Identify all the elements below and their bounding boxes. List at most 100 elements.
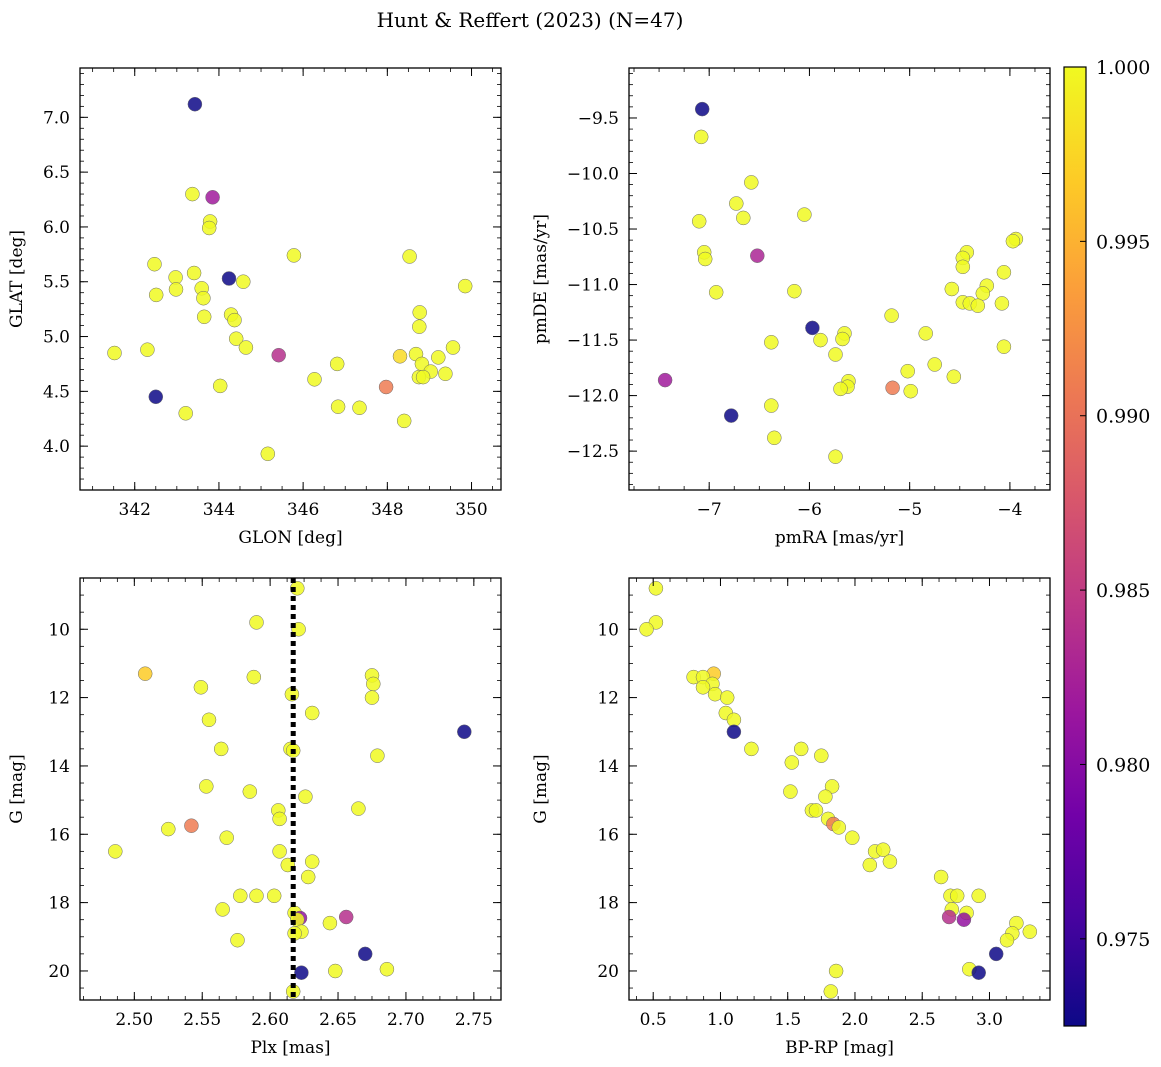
data-point <box>219 830 234 845</box>
y-tick-label: 7.0 <box>43 108 70 128</box>
data-point <box>238 340 254 355</box>
plot-frame <box>628 67 1051 491</box>
x-tick-label: 1.5 <box>774 1010 801 1030</box>
data-point <box>764 335 779 350</box>
data-point <box>228 331 244 346</box>
x-axis-label: pmRA [mas/yr] <box>775 528 904 548</box>
data-point <box>338 909 354 925</box>
y-tick-label: 20 <box>597 962 619 982</box>
data-point <box>723 408 739 423</box>
data-point <box>186 265 202 281</box>
y-tick-label: 4.0 <box>43 437 70 457</box>
scatter-panel-4: 0.5 1.0 1.5 2.0 2.5 3.0 10 12 14 16 18 20 BP-RP [mag… <box>531 577 1051 1058</box>
colorbar-tick-label: 0.995 <box>1096 231 1150 253</box>
x-tick-label: −6 <box>797 500 822 520</box>
data-point <box>230 932 245 948</box>
data-point <box>1005 233 1021 249</box>
data-point <box>246 669 262 685</box>
data-point <box>729 196 744 211</box>
data-point <box>783 784 798 799</box>
y-tick-label: −12.0 <box>567 387 619 407</box>
data-point <box>797 207 812 222</box>
colorbar-gradient <box>1063 66 1087 1027</box>
y-tick-label: 5.5 <box>43 273 70 293</box>
data-point <box>457 278 473 294</box>
data-point <box>941 909 957 925</box>
data-point <box>814 748 829 763</box>
data-point <box>999 932 1015 948</box>
data-point <box>212 378 228 394</box>
data-point <box>845 830 860 845</box>
data-point <box>818 789 833 804</box>
y-tick-label: 12 <box>48 689 70 709</box>
data-point <box>286 248 302 263</box>
y-tick-label: −9.5 <box>578 109 619 129</box>
y-axis-label: G [mag] <box>7 754 27 823</box>
plot-frame <box>79 577 502 1001</box>
data-point <box>946 369 962 384</box>
scatter-panel-2: −7 −6 −5 −4 −9.5 −10.0 −10.5 −11.0 −11.5 −12.0 −12… <box>531 67 1051 548</box>
data-point <box>903 383 918 399</box>
y-tick-label: 16 <box>597 825 619 845</box>
data-point <box>764 398 779 413</box>
y-axis-label: GLAT [deg] <box>7 230 27 328</box>
data-point <box>1022 924 1038 939</box>
data-point <box>215 902 230 917</box>
data-point <box>412 305 427 320</box>
data-point <box>236 274 251 289</box>
y-tick-label: 12 <box>597 689 619 709</box>
plot-frame <box>79 67 502 491</box>
data-point <box>970 298 986 313</box>
data-point <box>412 319 427 334</box>
data-point <box>294 965 309 980</box>
data-point <box>933 869 949 885</box>
data-point <box>793 741 809 757</box>
data-point <box>148 389 164 405</box>
data-point <box>370 748 385 763</box>
data-point <box>196 309 212 325</box>
data-point <box>813 332 828 348</box>
data-point <box>784 755 800 770</box>
data-point <box>304 705 320 721</box>
data-point <box>366 676 381 692</box>
x-axis-label: GLON [deg] <box>238 528 342 548</box>
y-tick-label: 5.0 <box>43 328 70 348</box>
x-tick-label: 0.5 <box>640 1010 667 1030</box>
data-point <box>767 430 782 446</box>
x-tick-label: 350 <box>455 500 487 520</box>
x-tick-label: 2.0 <box>841 1010 868 1030</box>
colorbar: 0.975 0.980 0.985 0.990 0.995 1.000 <box>1063 57 1150 1027</box>
data-point <box>900 363 915 379</box>
y-tick-label: 20 <box>48 962 70 982</box>
data-point <box>823 984 839 999</box>
data-point <box>379 961 395 977</box>
y-tick-label: 6.0 <box>43 218 70 238</box>
y-tick-label: 18 <box>48 894 70 914</box>
data-point <box>445 340 461 355</box>
x-tick-label: 2.55 <box>183 1010 221 1030</box>
data-point <box>271 347 286 363</box>
y-tick-label: 14 <box>597 757 619 777</box>
data-point <box>352 400 367 416</box>
data-point <box>787 283 802 299</box>
y-tick-label: 4.5 <box>43 382 70 402</box>
data-point <box>396 413 412 429</box>
data-point <box>272 844 287 859</box>
x-tick-label: 346 <box>287 500 319 520</box>
data-point <box>996 339 1012 354</box>
data-point <box>808 803 824 818</box>
y-axis-label: G [mag] <box>531 754 551 823</box>
data-point <box>242 784 258 799</box>
data-point <box>148 287 164 303</box>
data-point <box>744 175 759 190</box>
data-point <box>187 96 203 112</box>
colorbar-tick-label: 0.975 <box>1096 929 1150 951</box>
data-point <box>996 265 1012 280</box>
x-tick-label: 2.50 <box>115 1010 153 1030</box>
x-tick-label: −4 <box>997 500 1022 520</box>
x-tick-label: 344 <box>203 500 235 520</box>
data-point <box>402 249 417 264</box>
data-point <box>322 915 338 931</box>
data-point <box>272 811 287 827</box>
y-tick-label: −11.0 <box>567 276 619 296</box>
